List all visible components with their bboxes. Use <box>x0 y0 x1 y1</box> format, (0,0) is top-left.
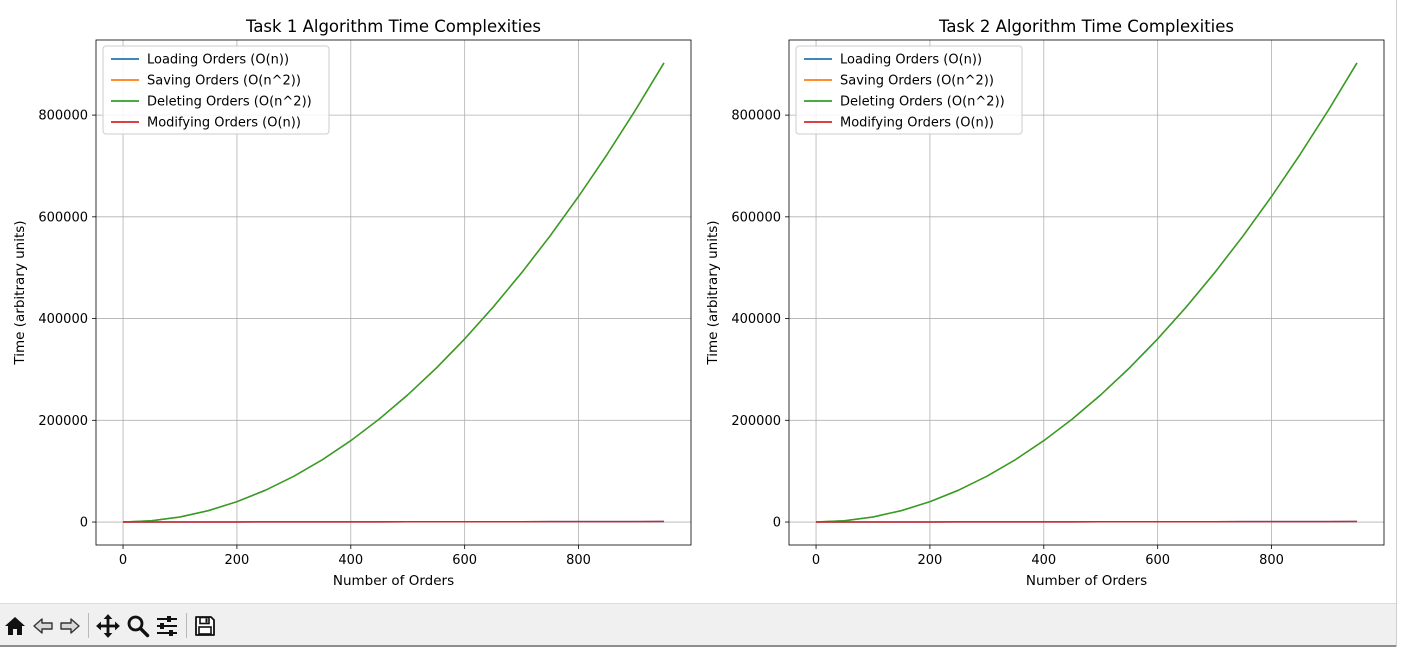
figure-svg: 0 200 400 600 800 0 200000 400000 600000 800000 Ta… <box>12 17 1385 589</box>
legend-box <box>102 45 330 135</box>
legend-entry-label: Loading Orders (O(n)) <box>840 53 982 68</box>
legend-entry-label: Deleting Orders (O(n^2)) <box>147 95 312 110</box>
toolbar-bottom-border <box>0 645 1396 647</box>
x-tick-label: 200 <box>918 553 943 568</box>
subplot-2: 0 200 400 600 800 0 200000 400000 600000 800000 Ta… <box>705 17 1385 589</box>
figure-canvas: 0 200 400 600 800 0 200000 400000 600000 800000 Ta… <box>12 17 1385 589</box>
x-tick-label: 0 <box>812 553 820 568</box>
configure-subplots-icon <box>157 616 177 636</box>
legend-entry-label: Saving Orders (O(n^2)) <box>840 74 994 89</box>
axes-frame <box>95 39 692 546</box>
legend-box <box>795 45 1023 135</box>
y-tick-label: 200000 <box>731 414 781 429</box>
y-tick-label: 0 <box>773 516 781 531</box>
y-tick-label: 600000 <box>38 210 88 225</box>
x-tick-label: 0 <box>119 553 127 568</box>
legend-entry-label: Loading Orders (O(n)) <box>147 53 289 68</box>
y-tick-label: 800000 <box>38 109 88 124</box>
window-right-edge <box>1396 0 1402 647</box>
y-axis-label: Time (arbitrary units) <box>12 220 28 365</box>
axes-frame <box>788 39 1385 546</box>
y-tick-label: 0 <box>80 516 88 531</box>
home-icon <box>5 617 25 635</box>
x-tick-label: 800 <box>566 553 591 568</box>
series-line-3 <box>123 62 665 523</box>
y-tick-label: 800000 <box>731 109 781 124</box>
x-tick-label: 600 <box>1145 553 1170 568</box>
x-axis-label: Number of Orders <box>1026 573 1147 589</box>
y-tick-label: 600000 <box>731 210 781 225</box>
x-axis-label: Number of Orders <box>333 573 454 589</box>
zoom-button[interactable] <box>124 612 152 640</box>
x-tick-label: 400 <box>1031 553 1056 568</box>
x-tick-label: 600 <box>452 553 477 568</box>
configure-subplots-button[interactable] <box>153 612 181 640</box>
legend-entry-label: Modifying Orders (O(n)) <box>840 116 994 131</box>
series-line-3 <box>816 62 1358 523</box>
save-disk-icon <box>195 616 215 636</box>
back-button[interactable] <box>29 612 57 640</box>
x-tick-label: 400 <box>338 553 363 568</box>
legend-entry-label: Saving Orders (O(n^2)) <box>147 74 301 89</box>
legend: Loading Orders (O(n)) Saving Orders (O(n^… <box>102 45 330 135</box>
pan-move-icon <box>96 614 120 638</box>
navigation-toolbar <box>0 603 1396 647</box>
chart-title: Task 2 Algorithm Time Complexities <box>938 17 1234 36</box>
pan-button[interactable] <box>94 612 122 640</box>
legend-entry-label: Modifying Orders (O(n)) <box>147 116 301 131</box>
x-tick-label: 200 <box>225 553 250 568</box>
toolbar-separator <box>88 613 89 638</box>
x-tick-label: 800 <box>1259 553 1284 568</box>
home-button[interactable] <box>1 612 29 640</box>
chart-title: Task 1 Algorithm Time Complexities <box>245 17 541 36</box>
subplot-1: 0 200 400 600 800 0 200000 400000 600000 800000 Ta… <box>12 17 692 589</box>
zoom-magnifier-icon <box>127 615 150 638</box>
toolbar-separator <box>186 613 187 638</box>
y-tick-label: 400000 <box>38 312 88 327</box>
y-axis-label: Time (arbitrary units) <box>705 220 721 365</box>
back-arrow-icon <box>33 618 53 634</box>
legend: Loading Orders (O(n)) Saving Orders (O(n^… <box>795 45 1023 135</box>
forward-arrow-icon <box>60 618 80 634</box>
y-tick-label: 400000 <box>731 312 781 327</box>
forward-button[interactable] <box>56 612 84 640</box>
y-tick-label: 200000 <box>38 414 88 429</box>
legend-entry-label: Deleting Orders (O(n^2)) <box>840 95 1005 110</box>
save-button[interactable] <box>191 612 219 640</box>
